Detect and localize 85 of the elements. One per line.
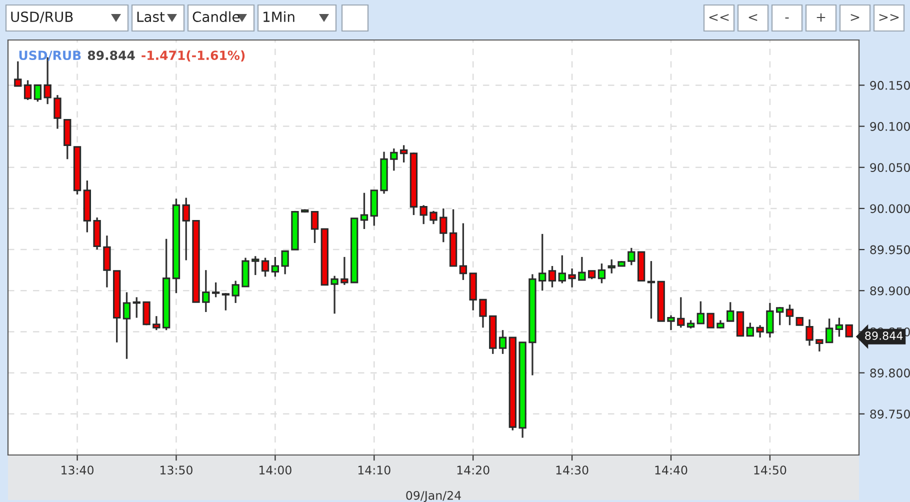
candlestick — [360, 192, 368, 230]
candlestick — [34, 84, 42, 102]
x-tick-label: 13:50 — [160, 466, 192, 475]
text: Last — [137, 12, 165, 22]
candlestick — [786, 304, 794, 326]
candlestick — [390, 148, 398, 172]
candlestick — [281, 250, 289, 276]
text: USD/RUB — [11, 12, 73, 24]
x-tick-label: 13:40 — [62, 466, 94, 475]
candlestick — [548, 265, 556, 288]
candlestick — [845, 324, 853, 338]
candlestick — [706, 312, 714, 328]
candlestick — [667, 314, 675, 331]
candlestick — [628, 247, 636, 266]
candlestick — [24, 79, 32, 101]
text: USD/RUB — [19, 50, 81, 62]
candlestick — [340, 256, 348, 286]
candlestick — [122, 291, 131, 360]
candlestick — [578, 256, 586, 281]
candlestick — [459, 222, 468, 281]
candlestick — [677, 296, 685, 328]
candlestick — [310, 210, 319, 244]
y-tick-label: 89.750 — [870, 410, 910, 419]
candlestick — [212, 282, 220, 298]
y-tick-label: 90.050 — [870, 163, 910, 172]
candlestick — [252, 255, 260, 276]
candlestick — [271, 256, 280, 278]
candlestick — [103, 234, 111, 288]
text: Candle — [192, 11, 240, 22]
candlestick — [696, 300, 705, 324]
candlestick — [726, 301, 734, 322]
text: 89.844 — [88, 50, 135, 60]
candlestick — [14, 60, 22, 87]
candlestick — [142, 301, 150, 326]
text: + — [816, 13, 826, 22]
candlestick — [479, 298, 487, 328]
candlestick — [420, 204, 428, 225]
text: 1Min — [264, 11, 294, 22]
x-tick-label: 14:10 — [358, 466, 390, 475]
candlestick — [261, 256, 270, 278]
candlestick — [182, 196, 190, 262]
y-tick-label: 89.900 — [870, 286, 910, 296]
y-tick-label: 90.100 — [870, 122, 910, 131]
text: < — [748, 14, 758, 22]
y-tick-label: 89.800 — [870, 368, 910, 378]
candlestick — [825, 318, 834, 344]
x-tick-label: 14:50 — [754, 466, 786, 475]
candlestick — [538, 233, 546, 292]
candlestick — [430, 210, 438, 225]
candlestick — [756, 324, 764, 338]
candlestick — [736, 311, 744, 337]
candlestick — [400, 144, 408, 164]
candlestick — [558, 254, 566, 284]
candlestick — [54, 94, 62, 130]
x-tick-label: 14:40 — [655, 466, 688, 475]
candlestick — [766, 302, 774, 338]
candlestick — [132, 296, 140, 319]
candlestick — [440, 208, 448, 243]
annotation: -1.471(-1.61%) — [142, 50, 245, 62]
text: << — [709, 14, 729, 22]
candlestick — [222, 292, 230, 312]
y-tick-label: 89.950 — [870, 245, 910, 254]
x-tick-label: 14:20 — [457, 466, 490, 475]
x-tick-label: 14:30 — [556, 466, 588, 475]
candlestick — [498, 329, 507, 355]
candlestick — [816, 339, 824, 352]
y-tick-label: 90.150 — [870, 80, 910, 90]
candlestick — [330, 275, 338, 314]
candlestick — [835, 316, 844, 338]
candlestick — [776, 306, 784, 326]
x-tick-label: 14:00 — [259, 466, 292, 475]
text: >> — [879, 14, 899, 22]
candlestick — [568, 268, 576, 288]
candlestick — [202, 269, 210, 313]
text: - — [785, 18, 789, 19]
candlestick — [598, 262, 606, 284]
y-tick-label: 90.000 — [870, 204, 910, 214]
candlestick — [806, 318, 814, 347]
x-axis-title: 09/Jan/24 — [406, 490, 461, 502]
candlestick — [152, 315, 160, 331]
candlestick — [232, 280, 240, 304]
candlestick — [608, 258, 616, 274]
text: > — [850, 14, 860, 22]
candlestick — [746, 322, 754, 337]
candlestick — [647, 260, 656, 320]
